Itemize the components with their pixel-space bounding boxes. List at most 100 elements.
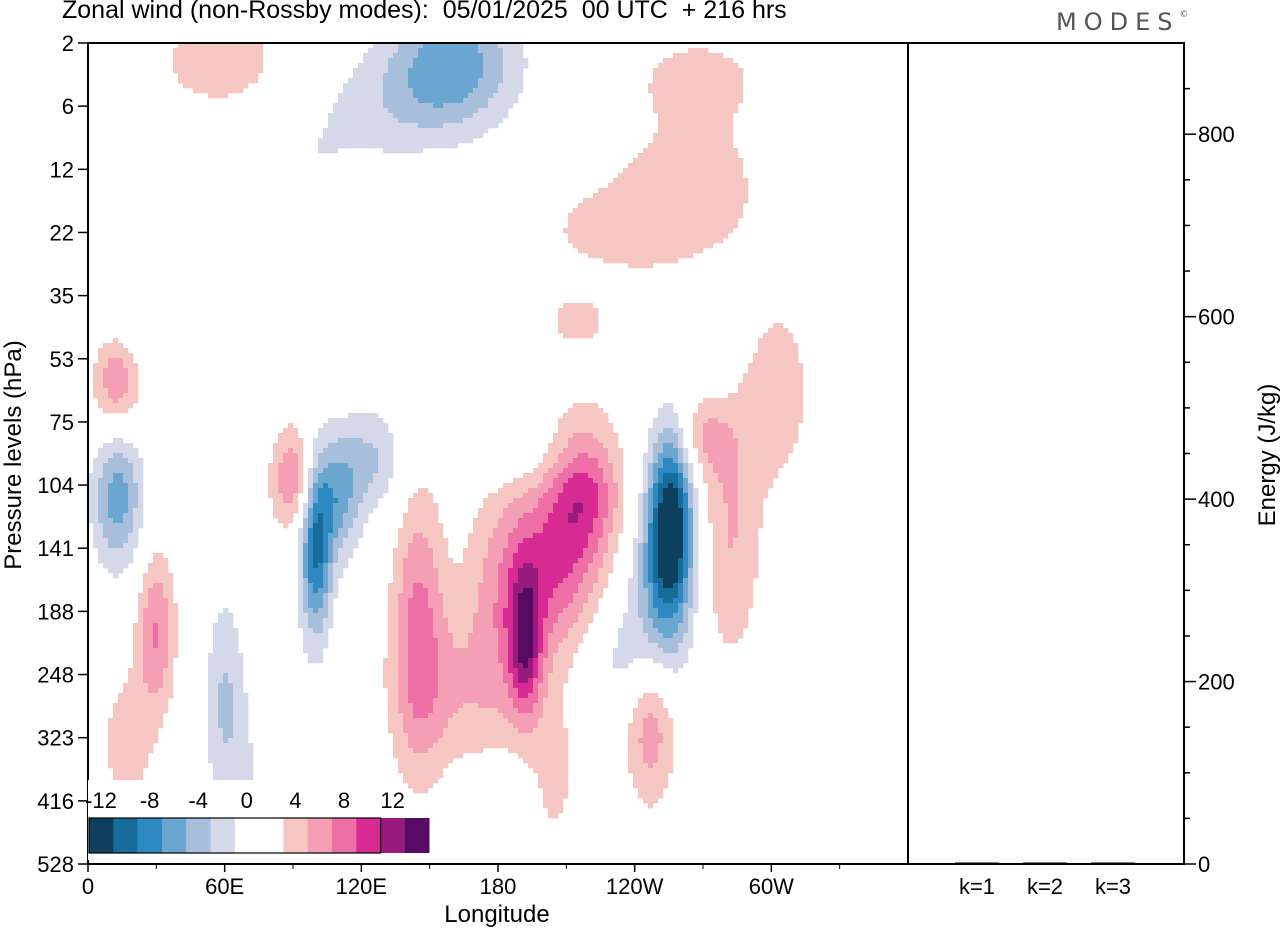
- heatmap-cell: [418, 78, 424, 84]
- heatmap-cell: [688, 228, 694, 234]
- heatmap-cell: [548, 483, 554, 489]
- heatmap-cell: [608, 533, 614, 539]
- heatmap-cell: [603, 228, 609, 234]
- heatmap-cell: [318, 488, 324, 494]
- heatmap-cell: [553, 513, 559, 519]
- heatmap-cell: [343, 118, 349, 124]
- heatmap-cell: [693, 53, 699, 59]
- heatmap-cell: [138, 523, 144, 529]
- heatmap-cell: [113, 523, 119, 529]
- heatmap-cell: [333, 568, 339, 574]
- heatmap-cell: [608, 478, 614, 484]
- heatmap-cell: [563, 448, 569, 454]
- heatmap-cell: [453, 578, 459, 584]
- heatmap-cell: [608, 213, 614, 219]
- heatmap-cell: [563, 413, 569, 419]
- heatmap-cell: [423, 553, 429, 559]
- heatmap-cell: [733, 458, 739, 464]
- heatmap-cell: [463, 88, 469, 94]
- heatmap-cell: [378, 53, 384, 59]
- heatmap-cell: [753, 478, 759, 484]
- heatmap-cell: [93, 473, 99, 479]
- heatmap-cell: [663, 528, 669, 534]
- heatmap-cell: [563, 498, 569, 504]
- heatmap-cell: [378, 113, 384, 119]
- heatmap-cell: [758, 508, 764, 514]
- heatmap-cell: [313, 558, 319, 564]
- heatmap-cell: [698, 73, 704, 79]
- heatmap-cell: [718, 188, 724, 194]
- heatmap-cell: [453, 43, 459, 49]
- heatmap-cell: [553, 443, 559, 449]
- heatmap-cell: [663, 513, 669, 519]
- heatmap-cell: [678, 238, 684, 244]
- heatmap-cell: [703, 213, 709, 219]
- heatmap-cell: [708, 238, 714, 244]
- heatmap-cell: [323, 543, 329, 549]
- heatmap-cell: [333, 553, 339, 559]
- heatmap-cell: [193, 43, 199, 49]
- heatmap-cell: [778, 463, 784, 469]
- heatmap-cell: [298, 528, 304, 534]
- heatmap-cell: [678, 563, 684, 569]
- heatmap-cell: [508, 483, 514, 489]
- heatmap-cell: [683, 518, 689, 524]
- heatmap-cell: [313, 443, 319, 449]
- heatmap-cell: [698, 203, 704, 209]
- heatmap-cell: [398, 103, 404, 109]
- heatmap-cell: [718, 153, 724, 159]
- heatmap-cell: [778, 373, 784, 379]
- heatmap-cell: [613, 213, 619, 219]
- heatmap-cell: [498, 53, 504, 59]
- heatmap-cell: [688, 183, 694, 189]
- heatmap-cell: [363, 453, 369, 459]
- heatmap-cell: [593, 453, 599, 459]
- heatmap-cell: [518, 573, 524, 579]
- heatmap-cell: [723, 448, 729, 454]
- heatmap-cell: [528, 493, 534, 499]
- heatmap-cell: [348, 93, 354, 99]
- heatmap-cell: [703, 103, 709, 109]
- heatmap-cell: [673, 488, 679, 494]
- heatmap-cell: [723, 203, 729, 209]
- heatmap-cell: [128, 553, 134, 559]
- heatmap-cell: [403, 563, 409, 569]
- heatmap-cell: [383, 423, 389, 429]
- heatmap-cell: [463, 73, 469, 79]
- heatmap-cell: [713, 463, 719, 469]
- heatmap-cell: [663, 258, 669, 264]
- heatmap-cell: [223, 58, 229, 64]
- heatmap-cell: [433, 113, 439, 119]
- heatmap-cell: [453, 93, 459, 99]
- heatmap-cell: [533, 508, 539, 514]
- heatmap-cell: [728, 458, 734, 464]
- heatmap-cell: [333, 478, 339, 484]
- heatmap-cell: [423, 588, 429, 594]
- heatmap-cell: [718, 78, 724, 84]
- heatmap-cell: [768, 363, 774, 369]
- heatmap-cell: [648, 473, 654, 479]
- heatmap-cell: [633, 248, 639, 254]
- heatmap-cell: [93, 468, 99, 474]
- heatmap-cell: [648, 248, 654, 254]
- heatmap-cell: [658, 418, 664, 424]
- heatmap-cell: [738, 193, 744, 199]
- heatmap-cell: [518, 578, 524, 584]
- heatmap-cell: [738, 163, 744, 169]
- heatmap-cell: [763, 403, 769, 409]
- heatmap-cell: [663, 408, 669, 414]
- heatmap-cell: [583, 198, 589, 204]
- heatmap-cell: [158, 558, 164, 564]
- heatmap-cell: [448, 143, 454, 149]
- heatmap-cell: [718, 488, 724, 494]
- heatmap-cell: [323, 488, 329, 494]
- heatmap-cell: [128, 353, 134, 359]
- heatmap-cell: [588, 553, 594, 559]
- heatmap-cell: [503, 528, 509, 534]
- heatmap-cell: [508, 543, 514, 549]
- heatmap-cell: [388, 433, 394, 439]
- heatmap-cell: [788, 348, 794, 354]
- heatmap-cell: [748, 478, 754, 484]
- heatmap-cell: [508, 568, 514, 574]
- heatmap-cell: [728, 548, 734, 554]
